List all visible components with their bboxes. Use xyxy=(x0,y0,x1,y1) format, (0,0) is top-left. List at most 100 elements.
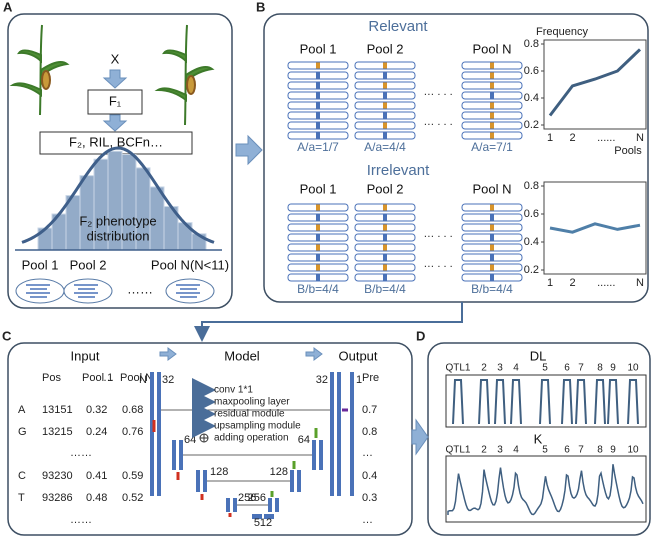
plot-frame xyxy=(543,39,647,130)
allele xyxy=(316,224,320,231)
y-tick-label: 0.8 xyxy=(524,180,539,192)
table-cell: C xyxy=(18,470,26,482)
ellipsis: … . . . xyxy=(423,228,452,240)
allele xyxy=(490,244,494,251)
pool xyxy=(15,278,65,304)
y-label: Frequency xyxy=(536,26,588,38)
allele xyxy=(490,214,494,221)
qtl-label: 10 xyxy=(627,445,639,456)
allele xyxy=(383,112,387,119)
plot-frame xyxy=(543,181,647,275)
f1-box xyxy=(87,89,143,115)
allele xyxy=(490,204,494,211)
qtl-label: 4 xyxy=(513,363,519,374)
table-cell: 13151 xyxy=(42,404,73,416)
table-cell: 0.68 xyxy=(122,404,143,416)
allele xyxy=(490,132,494,139)
legend-add xyxy=(200,434,208,442)
pool-label: Pool 2 xyxy=(70,257,107,272)
allele xyxy=(316,244,320,251)
allele xyxy=(316,234,320,241)
output-title: Output xyxy=(338,348,377,363)
allele xyxy=(490,234,494,241)
pool-label: Pool N(N<11) xyxy=(151,257,229,272)
dl-peak xyxy=(478,379,490,425)
table-header: Pool N xyxy=(120,372,153,384)
qtl-label: 3 xyxy=(497,445,503,456)
ratio: A/a=1/7 xyxy=(297,140,339,154)
allele xyxy=(316,62,320,69)
table-cell: 0.52 xyxy=(122,492,143,504)
ellipsis: … . . . xyxy=(423,258,452,270)
unet-label: N xyxy=(139,374,147,386)
dl-peak xyxy=(607,379,619,425)
unet-label: 256 xyxy=(248,492,266,504)
x-tick-label: 2 xyxy=(569,132,575,144)
table-cell: …… xyxy=(70,514,92,526)
allele xyxy=(316,122,320,129)
table-cell: 0.59 xyxy=(122,470,143,482)
line xyxy=(549,222,641,234)
pool-label: Pool 1 xyxy=(22,257,59,272)
dl-peak xyxy=(539,379,551,425)
arrow xyxy=(102,114,128,132)
qtl-label: 9 xyxy=(610,363,616,374)
distribution: distribution xyxy=(87,228,150,243)
allele xyxy=(490,62,494,69)
allele xyxy=(490,122,494,129)
allele xyxy=(490,92,494,99)
plants xyxy=(9,24,215,126)
allele xyxy=(490,112,494,119)
dl-peak xyxy=(627,379,639,425)
allele xyxy=(316,264,320,271)
x-tick-label: ...... xyxy=(597,132,615,144)
dl-title: DL xyxy=(530,348,547,363)
table-cell: 93286 xyxy=(42,492,73,504)
allele xyxy=(490,102,494,109)
cross: X xyxy=(111,51,120,66)
dl-peak xyxy=(575,379,587,425)
qtl-label: 6 xyxy=(564,445,570,456)
qtl-label: 2 xyxy=(481,363,487,374)
charts: 0.2 0.4 0.6 0.8 1 2...... N Frequency Pools 0.2 0.… xyxy=(524,26,647,289)
y-tick-label: 0.2 xyxy=(524,264,539,276)
curve xyxy=(21,146,215,244)
unet-label: 32 xyxy=(162,374,174,386)
pre-value: 0.4 xyxy=(362,470,377,482)
unet-label: 1 xyxy=(356,374,362,386)
ratio: A/a=4/4 xyxy=(364,140,406,154)
x-tick-label: 1 xyxy=(547,277,553,289)
allele xyxy=(490,274,494,281)
pool-label: …… xyxy=(127,281,153,296)
qtl-label: 10 xyxy=(627,363,639,374)
allele xyxy=(490,224,494,231)
input-table: Pos Pool 1… Pool NA 13151 0.32 0.68G 13215 0.24… xyxy=(18,372,379,526)
qtl-label: 6 xyxy=(564,363,570,374)
allele xyxy=(490,254,494,261)
qtl-label: QTL1 xyxy=(445,363,470,374)
allele xyxy=(316,82,320,89)
line xyxy=(548,48,642,117)
allele xyxy=(316,112,320,119)
histogram xyxy=(15,146,222,251)
f1: F₁ xyxy=(109,93,122,108)
allele xyxy=(383,72,387,79)
x-label: Pools xyxy=(614,145,642,157)
legend-label: residual module xyxy=(214,409,285,420)
table-cell: T xyxy=(18,492,25,504)
table-cell: 0.41 xyxy=(86,470,107,482)
allele xyxy=(316,204,320,211)
table-cell: 13215 xyxy=(42,426,73,438)
unet-label: 64 xyxy=(298,434,310,446)
unet-label: 256 xyxy=(238,492,256,504)
pre-header: Pre xyxy=(362,372,379,384)
legend-label: upsampling module xyxy=(214,421,301,432)
y-tick-label: 0.6 xyxy=(524,65,539,77)
qtl-label: 8 xyxy=(597,363,603,374)
allele xyxy=(383,214,387,221)
dl-peak xyxy=(561,379,573,425)
ratio: B/b=4/4 xyxy=(364,282,406,296)
table-cell: 0.76 xyxy=(122,426,143,438)
qtl-label: 9 xyxy=(610,445,616,456)
unet-label: 32 xyxy=(316,374,328,386)
